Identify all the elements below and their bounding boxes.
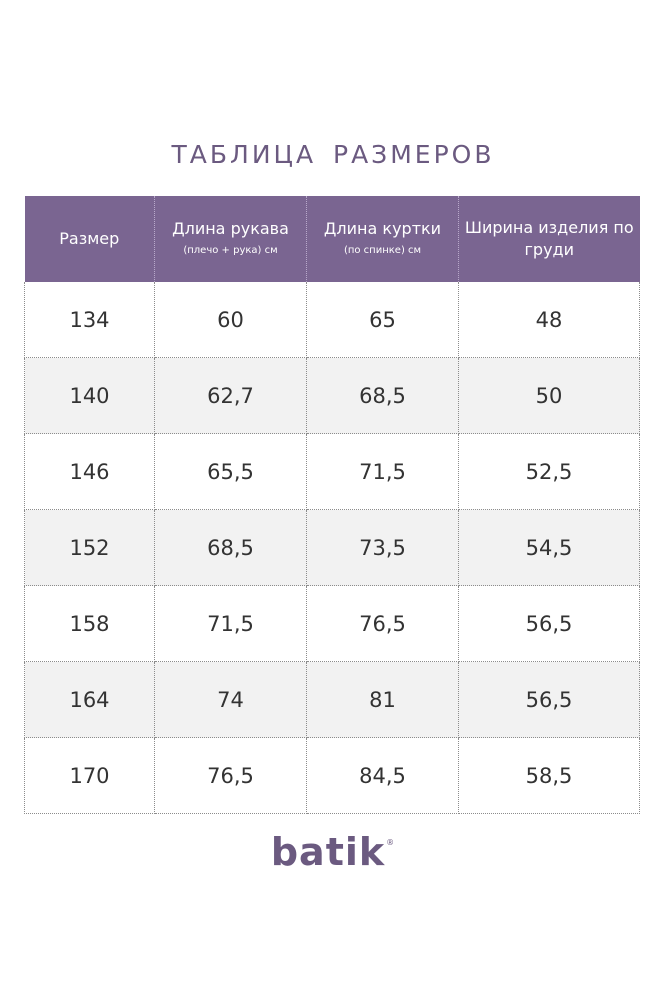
sleeve-length-cell: 62,7: [154, 357, 307, 434]
header-size: Размер: [24, 196, 155, 282]
chest-width-cell: 48: [458, 282, 640, 358]
size-cell: 164: [24, 661, 155, 738]
registered-mark: ®: [386, 838, 396, 847]
size-cell: 152: [24, 509, 155, 586]
batik-logo: batik®: [0, 830, 666, 874]
size-cell: 134: [24, 282, 155, 358]
chest-width-cell: 56,5: [458, 585, 640, 662]
chest-width-cell: 56,5: [458, 661, 640, 738]
table-row: 146 65,5 71,5 52,5: [24, 433, 640, 510]
header-size-label: Размер: [59, 229, 120, 248]
sleeve-length-cell: 65,5: [154, 433, 307, 510]
table-row: 164 74 81 56,5: [24, 661, 640, 738]
header-chest-width-label: Ширина изделия по груди: [464, 218, 634, 259]
size-cell: 158: [24, 585, 155, 662]
size-cell: 140: [24, 357, 155, 434]
sleeve-length-cell: 74: [154, 661, 307, 738]
header-sleeve-length-note: (плечо + рука) см: [183, 245, 278, 256]
table-row: 170 76,5 84,5 58,5: [24, 737, 640, 814]
page-title: ТАБЛИЦА РАЗМЕРОВ: [171, 140, 495, 169]
jacket-length-cell: 68,5: [306, 357, 459, 434]
header-chest-width: Ширина изделия по груди: [458, 196, 640, 282]
chest-width-cell: 50: [458, 357, 640, 434]
sleeve-length-cell: 60: [154, 282, 307, 358]
size-table: Размер Длина рукава (плечо + рука) см Дл…: [24, 196, 640, 814]
jacket-length-cell: 71,5: [306, 433, 459, 510]
header-jacket-length-label: Длина куртки: [323, 219, 442, 238]
jacket-length-cell: 84,5: [306, 737, 459, 814]
size-cell: 170: [24, 737, 155, 814]
chest-width-cell: 58,5: [458, 737, 640, 814]
table-body: 134 60 65 48 140 62,7 68,5 50 146 65,5 71,5 52,5 152…: [24, 282, 640, 814]
table-header: Размер Длина рукава (плечо + рука) см Дл…: [24, 196, 640, 282]
chest-width-cell: 52,5: [458, 433, 640, 510]
header-sleeve-length-label: Длина рукава: [172, 219, 289, 238]
logo-text: batik: [270, 830, 386, 874]
jacket-length-cell: 73,5: [306, 509, 459, 586]
sleeve-length-cell: 76,5: [154, 737, 307, 814]
table-row: 134 60 65 48: [24, 282, 640, 358]
header-sleeve-length: Длина рукава (плечо + рука) см: [154, 196, 307, 282]
header-jacket-length-note: (по спинке) см: [343, 245, 422, 256]
header-jacket-length: Длина куртки (по спинке) см: [306, 196, 459, 282]
header-row: Размер Длина рукава (плечо + рука) см Дл…: [24, 196, 640, 282]
table-row: 140 62,7 68,5 50: [24, 357, 640, 434]
size-cell: 146: [24, 433, 155, 510]
jacket-length-cell: 76,5: [306, 585, 459, 662]
sleeve-length-cell: 71,5: [154, 585, 307, 662]
table-row: 152 68,5 73,5 54,5: [24, 509, 640, 586]
jacket-length-cell: 65: [306, 282, 459, 358]
sleeve-length-cell: 68,5: [154, 509, 307, 586]
table-row: 158 71,5 76,5 56,5: [24, 585, 640, 662]
chest-width-cell: 54,5: [458, 509, 640, 586]
jacket-length-cell: 81: [306, 661, 459, 738]
